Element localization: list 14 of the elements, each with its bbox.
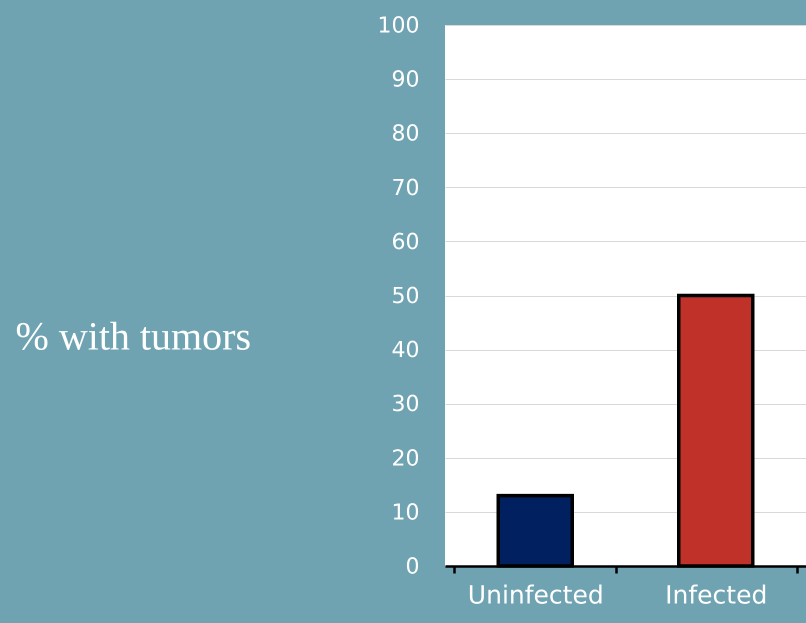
x-tick-label: Uninfected [468, 580, 604, 610]
y-tick-label: 100 [378, 14, 420, 38]
y-tick-label: 70 [392, 176, 420, 201]
y-tick-label: 10 [392, 500, 420, 526]
y-tick-label: 50 [392, 284, 420, 309]
y-tick-label: 40 [392, 338, 420, 364]
y-tick-label: 90 [392, 68, 420, 93]
y-tick-label: 20 [392, 446, 420, 472]
y-tick-label: 80 [392, 122, 420, 147]
y-axis-title: % with tumors [16, 314, 252, 358]
y-tick-label: 30 [392, 392, 420, 418]
y-tick-label: 0 [406, 554, 420, 580]
y-tick-label: 60 [392, 230, 420, 255]
x-tick-label: Infected [665, 580, 768, 610]
